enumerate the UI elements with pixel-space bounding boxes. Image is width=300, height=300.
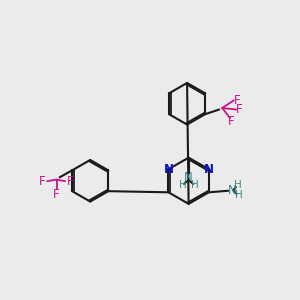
Text: F: F bbox=[39, 175, 46, 188]
Text: N: N bbox=[204, 163, 214, 176]
Text: N: N bbox=[184, 171, 193, 184]
Text: H: H bbox=[178, 180, 186, 190]
Text: F: F bbox=[53, 188, 60, 201]
Text: N: N bbox=[228, 184, 236, 196]
Text: F: F bbox=[66, 175, 73, 188]
Text: H: H bbox=[235, 190, 243, 200]
Text: F: F bbox=[234, 94, 240, 107]
Text: N: N bbox=[164, 163, 173, 176]
Text: H: H bbox=[234, 180, 241, 190]
Text: H: H bbox=[191, 180, 199, 190]
Text: F: F bbox=[228, 115, 235, 128]
Text: F: F bbox=[236, 103, 243, 116]
